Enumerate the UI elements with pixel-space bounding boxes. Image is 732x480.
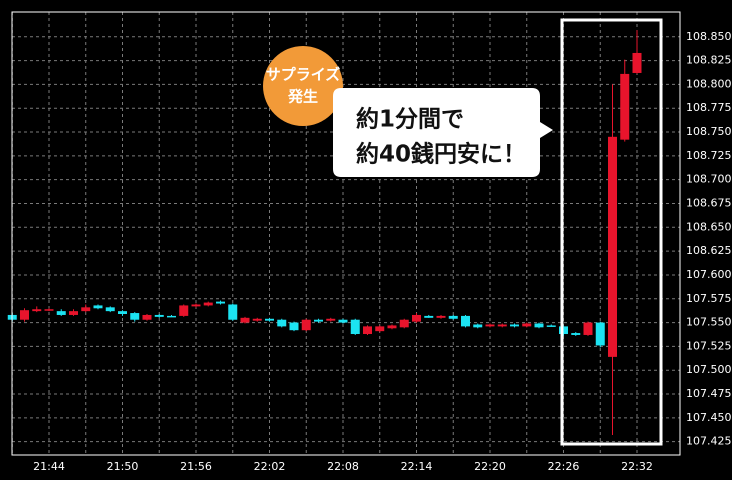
callout-text: 約1分間で: [356, 106, 464, 133]
candle-body: [265, 318, 274, 321]
x-tick-label: 21:44: [33, 460, 65, 473]
callout-bubble: [333, 88, 553, 177]
candle-body: [608, 136, 617, 357]
candle-body: [142, 314, 152, 320]
y-tick-label: 107.450: [686, 411, 732, 424]
candle-body: [595, 322, 605, 346]
candle-body: [363, 326, 372, 335]
candle-body: [154, 314, 164, 317]
candle-body: [179, 305, 189, 316]
y-tick-label: 108.775: [686, 101, 732, 114]
candle-body: [81, 307, 91, 312]
highlight-box: [560, 18, 663, 446]
badge-text: 発生: [287, 88, 318, 106]
candle-body: [20, 310, 29, 320]
candle-body: [497, 324, 507, 327]
candle-body: [203, 302, 213, 306]
candle-body: [240, 317, 250, 323]
candle-body: [510, 324, 519, 327]
candle-body: [583, 322, 593, 335]
y-tick-label: 107.600: [686, 268, 732, 281]
candle-body: [44, 309, 54, 311]
candle-body: [485, 324, 495, 327]
candle-body: [620, 73, 630, 140]
y-tick-label: 108.825: [686, 54, 732, 67]
y-tick-label: 108.800: [686, 77, 732, 90]
x-tick-label: 22:02: [254, 460, 286, 473]
candle-body: [228, 304, 238, 320]
candle-body: [632, 52, 642, 73]
badge-text: サプライズ: [266, 66, 341, 84]
candle-body: [412, 314, 421, 322]
candle-body: [301, 319, 311, 331]
y-tick-label: 107.425: [686, 435, 732, 448]
x-tick-label: 22:14: [401, 460, 433, 473]
candle-body: [105, 307, 115, 312]
x-tick-label: 22:26: [548, 460, 580, 473]
candle-body: [424, 315, 434, 318]
y-tick-label: 108.700: [686, 173, 732, 186]
candle-body: [375, 326, 385, 332]
callout-text: 約40銭円安に！: [356, 141, 526, 168]
candle-body: [277, 319, 287, 327]
candle-body: [252, 318, 262, 321]
x-tick-label: 21:56: [180, 460, 212, 473]
candle-body: [326, 318, 336, 321]
y-tick-label: 108.675: [686, 196, 732, 209]
y-tick-label: 107.475: [686, 387, 732, 400]
candle-body: [522, 323, 532, 327]
candle-body: [93, 305, 103, 309]
x-tick-label: 22:32: [621, 460, 653, 473]
candle-body: [69, 311, 78, 315]
candle-body: [473, 324, 483, 328]
candle-body: [130, 313, 140, 320]
plot-frame: [11, 11, 681, 456]
y-tick-label: 108.750: [686, 125, 732, 138]
candle-body: [534, 323, 544, 328]
candle-body: [436, 315, 446, 318]
x-tick-label: 21:50: [107, 460, 139, 473]
y-tick-label: 107.575: [686, 292, 732, 305]
candle-body: [32, 309, 42, 312]
candle-body: [546, 325, 556, 327]
y-tick-label: 107.500: [686, 363, 732, 376]
y-tick-label: 107.525: [686, 339, 732, 352]
candle-body: [314, 319, 323, 322]
candle-body: [56, 311, 66, 315]
candle-body: [118, 311, 127, 315]
x-tick-label: 22:20: [474, 460, 506, 473]
y-tick-label: 108.650: [686, 220, 732, 233]
y-tick-label: 107.550: [686, 316, 732, 329]
candle-body: [167, 315, 176, 318]
candle-body: [191, 304, 201, 307]
candle-body: [571, 333, 581, 335]
badge-circle: [263, 46, 343, 126]
candle-body: [216, 301, 225, 304]
candle-body: [289, 322, 299, 331]
x-tick-label: 22:08: [327, 460, 359, 473]
candle-body: [338, 319, 348, 323]
candle-body: [399, 319, 409, 328]
candle-body: [350, 319, 360, 335]
y-tick-label: 108.850: [686, 30, 732, 43]
y-tick-label: 108.725: [686, 149, 732, 162]
y-tick-label: 108.625: [686, 244, 732, 257]
candle-body: [448, 315, 458, 319]
candle-body: [387, 325, 397, 329]
candle-body: [461, 315, 470, 327]
